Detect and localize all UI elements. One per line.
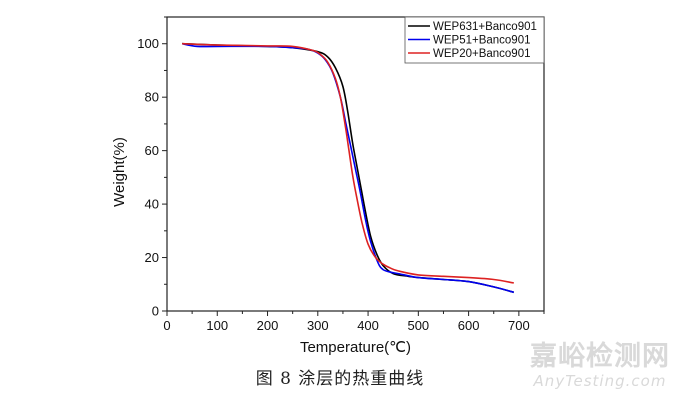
- watermark-cn: 嘉峪检测网: [530, 341, 670, 372]
- x-tick-label: 600: [458, 318, 480, 333]
- x-tick-label: 200: [257, 318, 279, 333]
- x-tick-label: 300: [307, 318, 329, 333]
- x-axis: 0 100 200 300 400 500 600 700: [163, 311, 545, 333]
- x-tick-label: 700: [508, 318, 530, 333]
- series-layer: [181, 42, 515, 294]
- series-line-1: [182, 42, 515, 294]
- legend-label: WEP20+Banco901: [433, 48, 531, 60]
- legend: WEP631+Banco901 WEP51+Banco901WEP20+Banco…: [404, 16, 545, 64]
- x-tick-label: 100: [206, 318, 228, 333]
- legend-label: WEP631+Banco901: [433, 21, 537, 33]
- series-line-3: [182, 42, 514, 284]
- plot-border: [166, 16, 545, 312]
- y-tick-label: 100: [137, 36, 159, 51]
- x-tick-label: 400: [357, 318, 379, 333]
- watermark-en: AnyTesting.com: [533, 372, 667, 390]
- series-line-2: [181, 42, 515, 294]
- x-tick-label: 500: [407, 318, 429, 333]
- figure-caption: 图 8 涂层的热重曲线: [255, 369, 425, 389]
- x-axis-title: Temperature(℃): [300, 339, 411, 356]
- y-tick-label: 80: [145, 90, 159, 105]
- y-axis-title: Weight(%): [111, 137, 128, 207]
- y-axis: 0 20 40 60 80 100: [137, 16, 167, 319]
- y-tick-label: 60: [145, 143, 159, 158]
- x-tick-label: 0: [163, 318, 170, 333]
- y-tick-label: 40: [145, 197, 159, 212]
- plot-frame: [166, 16, 545, 312]
- y-tick-label: 0: [152, 304, 159, 319]
- y-tick-label: 20: [145, 250, 159, 265]
- legend-label: WEP51+Banco901: [433, 35, 531, 47]
- watermark: 嘉峪检测网 AnyTesting.com: [530, 341, 670, 391]
